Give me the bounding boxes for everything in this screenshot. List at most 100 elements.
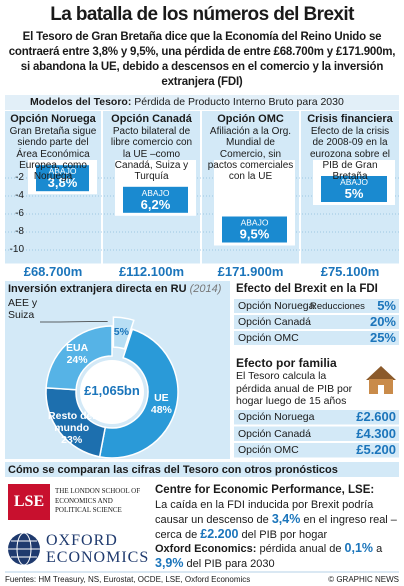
- y-tick-label: -4: [15, 190, 24, 201]
- y-tick-label: -2: [15, 172, 24, 183]
- fdi-title: Efecto del Brexit en la FDI: [236, 283, 378, 295]
- category-description: Gran Bretaña sigue siendo parte del Área…: [9, 126, 97, 183]
- loss-value: £75.100m: [320, 264, 380, 279]
- slice-value-label: 24%: [66, 353, 88, 366]
- title: La batalla de los números del Brexit: [50, 4, 354, 25]
- bar-label-prefix: ABAJO: [340, 177, 368, 187]
- lse-text: La caída en la FDI inducida por Brexit p…: [155, 498, 401, 542]
- pie-slice: [98, 328, 179, 459]
- row-label: Opción Noruega: [238, 411, 315, 423]
- pie-subtitle: (2014): [189, 283, 222, 295]
- oxford-name: OXFORD ECONOMICS: [46, 532, 150, 566]
- column-label: Reducciones: [310, 301, 365, 312]
- slice-category-label: Resto del mundo: [48, 410, 96, 435]
- bar-header: Modelos del Tesoro: Pérdida de Producto …: [30, 96, 400, 108]
- bar-value-label: 6,2%: [141, 197, 171, 212]
- text-run: en el ingreso real –cerca de: [155, 514, 397, 541]
- bar-value-label: 9,5%: [240, 227, 270, 242]
- bar-title: Modelos del Tesoro:: [30, 96, 132, 108]
- loss-value: £68.700m: [23, 264, 83, 279]
- pie-center: [80, 360, 144, 424]
- family-title: Efecto por familia: [236, 356, 337, 370]
- y-tick-label: -6: [15, 208, 24, 219]
- row-label: Opción Canadá: [238, 427, 311, 440]
- row-value: 20%: [369, 314, 396, 329]
- oxford-globe: [8, 532, 40, 566]
- bar-value-label: 3,8%: [48, 175, 78, 190]
- intro: El Tesoro de Gran Bretaña dice que la Ec…: [8, 31, 396, 88]
- y-tick-label: -8: [15, 226, 24, 237]
- text-run: a: [373, 543, 383, 555]
- highlight: 0,1%: [344, 541, 374, 555]
- pie-title: Inversión extranjera directa en RU: [8, 283, 187, 295]
- house-icon: [366, 366, 396, 394]
- loss-value: £112.100m: [118, 264, 185, 279]
- bar-label-prefix: ABAJO: [49, 166, 77, 176]
- highlight: £2.200: [200, 527, 239, 541]
- text-run: La caída en la FDI inducida por Brexit p…: [155, 499, 374, 526]
- table-row-bg: [234, 315, 399, 329]
- slice-category-label: EUA: [65, 341, 89, 354]
- category-description: Pacto bilateral de libre comercio con la…: [110, 126, 193, 183]
- slice-label: UE 48%: [129, 392, 193, 416]
- header-band: [5, 95, 399, 110]
- lse-name: THE LONDON SCHOOL OF ECONOMICS AND POLIT…: [55, 487, 141, 514]
- family-text: El Tesoro calcula la pérdida anual de PI…: [236, 370, 353, 407]
- lse-logo-box: [8, 484, 50, 520]
- highlight: 3,9%: [155, 556, 184, 570]
- bar-label-box: [222, 216, 287, 243]
- bar-subtitle: Pérdida de Producto Interno Bruto para 2…: [134, 96, 344, 108]
- slice-label: Resto del mundo 23%: [40, 410, 104, 446]
- lse-heading: Centre for Economic Performance, LSE:: [155, 484, 375, 496]
- sources: Fuentes: HM Treasury, NS, Eurostat, OCDE…: [5, 575, 251, 584]
- text-run: del PIB para 2030: [183, 558, 275, 570]
- pie-heading: Inversión extranjera directa en RU (2014…: [8, 283, 230, 295]
- table-row-bg: [234, 299, 399, 313]
- table-row-bg: [234, 410, 399, 425]
- leader-line: [40, 320, 108, 323]
- category-title: Opción Canadá: [111, 113, 192, 125]
- credit: © GRAPHIC NEWS: [328, 575, 399, 584]
- oxford-text: Oxford Economics: pérdida anual de 0,1% …: [155, 541, 401, 571]
- oxford-heading: Oxford Economics:: [155, 543, 257, 555]
- row-value: 25%: [369, 330, 396, 345]
- pie-slice: [45, 325, 113, 391]
- highlight: 3,4%: [271, 512, 301, 526]
- slice-value-label: 23%: [61, 434, 83, 447]
- forecast-title: Cómo se comparan las cifras del Tesoro c…: [8, 464, 338, 476]
- category-title: Crisis financiera: [307, 113, 393, 125]
- row-value: 5%: [377, 298, 396, 313]
- bar-value-label: 5%: [345, 186, 364, 201]
- loss-value: £171.900m: [217, 264, 284, 279]
- row-value: £4.300: [356, 425, 396, 441]
- bar-label-prefix: ABAJO: [142, 188, 170, 198]
- category-description: Afiliación a la Org. Mundial de Comercio…: [207, 126, 294, 183]
- pie-center-label: £1,065bn: [84, 383, 140, 398]
- bar-label-box: [321, 176, 387, 202]
- category-title: Opción Noruega: [10, 113, 96, 125]
- forecast-band: [5, 462, 399, 477]
- text-run: del PIB por hogar: [238, 529, 328, 541]
- row-label: Opción Canadá: [238, 316, 311, 328]
- table-row-bg: [234, 443, 399, 458]
- row-value: £2.600: [356, 409, 396, 424]
- category-title: Opción OMC: [217, 113, 284, 125]
- text-run: pérdida anual de: [256, 543, 345, 555]
- slice-value-label: 5%: [113, 325, 129, 338]
- slice-category-label: AEE y Suiza: [8, 297, 38, 321]
- slice-label: EUA 24%: [45, 342, 109, 366]
- slice-value-label: 48%: [150, 403, 172, 416]
- table-row-bg: [234, 426, 399, 441]
- y-tick-label: -10: [9, 244, 24, 255]
- table-row-bg: [234, 331, 399, 345]
- bar-label-prefix: ABAJO: [241, 218, 269, 228]
- row-label: Opción OMC: [238, 332, 299, 344]
- bar-label-box: [36, 165, 89, 192]
- pie-slice: [112, 316, 135, 350]
- bar-label-box: [123, 186, 188, 213]
- slice-category-label: UE: [154, 391, 169, 404]
- row-label: Opción OMC: [238, 444, 299, 456]
- row-label: Opción Noruega: [238, 300, 315, 312]
